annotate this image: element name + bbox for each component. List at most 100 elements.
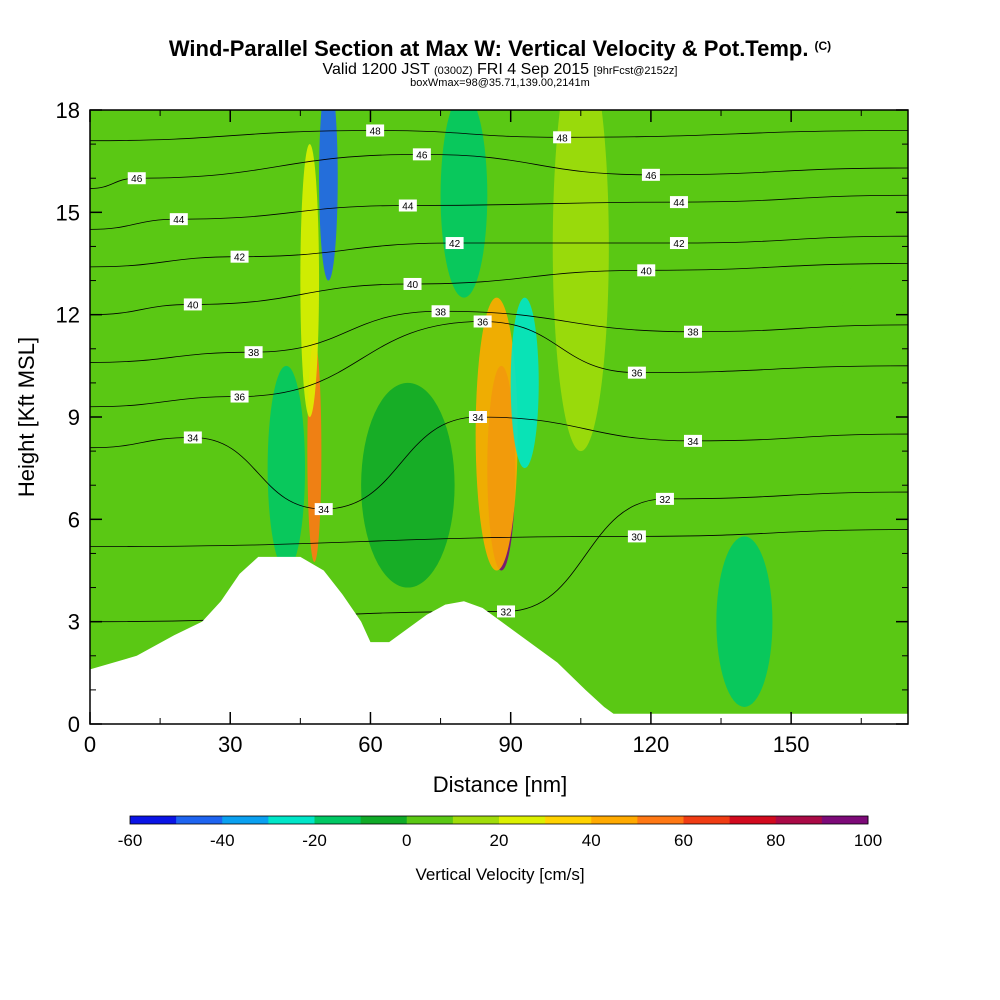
theta-label-box bbox=[683, 434, 702, 447]
theta-label-box bbox=[669, 196, 688, 209]
theta-label-text: 42 bbox=[449, 239, 461, 250]
theta-label-text: 38 bbox=[435, 307, 447, 318]
theta-label-7: 44 bbox=[669, 196, 688, 209]
colorbar-swatch-7 bbox=[452, 816, 500, 824]
terrain bbox=[90, 556, 908, 724]
theta-label-text: 38 bbox=[248, 348, 260, 359]
theta-label-text: 34 bbox=[187, 433, 199, 444]
x-axis-label: Distance [nm] bbox=[433, 772, 568, 797]
theta-label-24: 32 bbox=[655, 492, 674, 506]
colorbar-tick-label: -40 bbox=[210, 831, 235, 850]
theta-label-6: 44 bbox=[398, 199, 417, 213]
theta-label-9: 42 bbox=[445, 237, 464, 250]
theta-label-20: 34 bbox=[183, 431, 202, 444]
theta-label-box bbox=[403, 277, 422, 290]
theta-label-box bbox=[230, 250, 249, 263]
y-tick-label: 18 bbox=[56, 98, 80, 123]
theta-label-text: 32 bbox=[659, 495, 671, 506]
colorbar-frame bbox=[129, 815, 869, 825]
theta-contour-30 bbox=[90, 529, 908, 548]
theta-label-box bbox=[169, 213, 188, 226]
box-info: boxWmax=98@35.71,139.00,2141m bbox=[410, 77, 590, 89]
theta-label-4: 46 bbox=[641, 168, 660, 182]
theta-label-text: 34 bbox=[318, 505, 330, 516]
theta-label-21: 34 bbox=[468, 411, 487, 424]
velocity-cell-8 bbox=[267, 365, 306, 571]
colorbar-tick-label: 60 bbox=[674, 831, 693, 850]
colorbar-swatch-15 bbox=[821, 816, 869, 824]
theta-label-text: 44 bbox=[173, 215, 185, 226]
theta-label-text: 40 bbox=[187, 300, 199, 311]
theta-label-text: 46 bbox=[131, 174, 143, 185]
theta-label-0: 48 bbox=[366, 124, 385, 137]
theta-label-12: 40 bbox=[403, 277, 422, 291]
x-tick-label: 120 bbox=[633, 732, 670, 757]
colorbar-swatch-2 bbox=[222, 816, 269, 824]
x-tick-label: 30 bbox=[218, 732, 242, 757]
theta-label-text: 32 bbox=[500, 607, 512, 618]
utc-time: (0300Z) bbox=[434, 65, 473, 77]
colorbar-tick-label: 0 bbox=[402, 831, 411, 850]
theta-label-box bbox=[431, 305, 450, 318]
colorbar-swatch-12 bbox=[683, 816, 731, 824]
theta-label-text: 40 bbox=[407, 280, 419, 291]
colorbar: -60 -40 -20 0 20 40 60 80 100 bbox=[118, 815, 882, 850]
theta-label-box bbox=[669, 237, 688, 250]
theta-label-text: 34 bbox=[472, 413, 484, 424]
theta-label-box bbox=[230, 390, 249, 403]
colorbar-tick-label: 20 bbox=[490, 831, 509, 850]
theta-label-box bbox=[468, 411, 487, 423]
velocity-cell-7 bbox=[552, 110, 609, 452]
theta-label-text: 40 bbox=[641, 266, 653, 277]
colorbar-swatch-6 bbox=[406, 816, 454, 824]
theta-label-box bbox=[366, 124, 385, 137]
theta-label-box bbox=[473, 315, 492, 328]
theta-labels: 48 48 46 46 46 44 44 44 42 42 42 40 40 40 38 38 38 36 36 36… bbox=[127, 124, 702, 618]
colorbar-tick-label: 40 bbox=[582, 831, 601, 850]
theta-label-box bbox=[244, 346, 263, 359]
theta-label-box bbox=[627, 366, 646, 379]
colorbar-swatch-4 bbox=[314, 816, 362, 824]
theta-label-3: 46 bbox=[412, 148, 431, 161]
terrain-shape bbox=[90, 556, 908, 724]
theta-label-box bbox=[655, 492, 674, 505]
copyright-mark: (C) bbox=[814, 39, 832, 53]
theta-label-box bbox=[314, 503, 333, 516]
y-tick-label: 0 bbox=[68, 712, 80, 737]
theta-label-box bbox=[183, 298, 202, 311]
x-tick-label: 0 bbox=[84, 732, 96, 757]
y-tick-label: 9 bbox=[68, 405, 80, 430]
theta-label-text: 44 bbox=[402, 202, 414, 213]
colorbar-tick-label: 80 bbox=[766, 831, 785, 850]
velocity-cell-9 bbox=[361, 382, 455, 588]
theta-label-box bbox=[497, 605, 516, 618]
theta-label-text: 42 bbox=[234, 253, 246, 264]
velocity-cell-4 bbox=[475, 297, 518, 571]
theta-label-26: 30 bbox=[627, 530, 646, 543]
valid-date: FRI 4 Sep 2015 bbox=[477, 61, 590, 78]
colorbar-swatch-1 bbox=[176, 816, 223, 824]
colorbar-swatch-13 bbox=[729, 816, 777, 824]
theta-contour-48 bbox=[90, 130, 908, 142]
theta-label-1: 48 bbox=[553, 131, 572, 144]
y-tick-label: 6 bbox=[68, 507, 80, 532]
theta-label-10: 42 bbox=[669, 237, 688, 250]
theta-label-text: 48 bbox=[557, 133, 569, 144]
theta-label-text: 44 bbox=[673, 198, 685, 209]
theta-label-box bbox=[412, 148, 431, 161]
theta-label-box bbox=[183, 431, 202, 444]
theta-label-22: 34 bbox=[314, 503, 333, 516]
theta-label-15: 38 bbox=[431, 305, 450, 318]
chart-subtitle: Valid 1200 JST (0300Z) FRI 4 Sep 2015 [9… bbox=[0, 61, 1000, 79]
chart-title: Wind-Parallel Section at Max W: Vertical… bbox=[0, 36, 1000, 62]
colorbar-tick-label: -20 bbox=[302, 831, 327, 850]
x-tick-label: 60 bbox=[358, 732, 382, 757]
theta-label-18: 36 bbox=[473, 315, 492, 328]
theta-label-text: 38 bbox=[687, 328, 699, 339]
theta-label-text: 48 bbox=[370, 126, 382, 137]
theta-label-box bbox=[553, 131, 572, 144]
theta-label-14: 38 bbox=[244, 346, 263, 359]
theta-label-16: 38 bbox=[683, 325, 702, 339]
colorbar-swatch-3 bbox=[268, 816, 315, 824]
